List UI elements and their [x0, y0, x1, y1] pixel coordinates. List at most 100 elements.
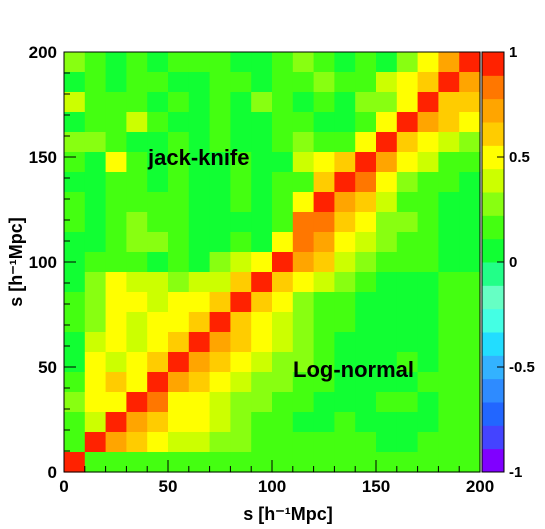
heatmap-cell: [376, 332, 398, 353]
heatmap-cell: [209, 212, 231, 233]
heatmap-cell: [188, 92, 211, 113]
heatmap-cell: [84, 172, 107, 193]
heatmap-cell: [313, 352, 335, 373]
heatmap-cell: [355, 212, 377, 233]
heatmap-cell: [355, 232, 377, 253]
colorbar-segment: [482, 378, 504, 403]
heatmap-cell: [147, 192, 169, 213]
heatmap-cell: [168, 392, 190, 413]
heatmap-cell: [64, 292, 86, 313]
heatmap-cell: [334, 132, 356, 153]
heatmap-cell: [438, 92, 460, 113]
heatmap-cell: [272, 72, 294, 93]
heatmap-cell: [396, 212, 419, 233]
heatmap-cell: [376, 132, 398, 153]
heatmap-cell: [292, 112, 315, 133]
heatmap-cell: [84, 92, 107, 113]
heatmap-cell: [188, 372, 211, 393]
heatmap-cell: [64, 312, 86, 333]
heatmap-cell: [105, 152, 127, 173]
heatmap-cell: [230, 232, 252, 253]
heatmap-cell: [417, 372, 439, 393]
heatmap-cell: [126, 112, 148, 133]
heatmap-cell: [230, 52, 252, 73]
heatmap-cell: [459, 52, 481, 73]
heatmap-cell: [376, 452, 398, 473]
heatmap-cell: [209, 372, 231, 393]
heatmap-cell: [251, 192, 273, 213]
heatmap-cell: [209, 272, 231, 293]
heatmap-cell: [84, 332, 107, 353]
heatmap-cell: [84, 152, 107, 173]
heatmap-cell: [168, 52, 190, 73]
heatmap-cell: [292, 252, 315, 273]
heatmap-cell: [168, 252, 190, 273]
heatmap-cell: [188, 52, 211, 73]
heatmap-cell: [272, 412, 294, 433]
heatmap-cell: [64, 72, 86, 93]
colorbar-segment: [482, 52, 504, 76]
heatmap-cell: [105, 132, 127, 153]
heatmap-cell: [438, 372, 460, 393]
heatmap-cell: [417, 392, 439, 413]
heatmap-cell: [417, 232, 439, 253]
heatmap-cell: [417, 192, 439, 213]
heatmap-cell: [84, 252, 107, 273]
heatmap-cell: [209, 172, 231, 193]
heatmap-cell: [355, 292, 377, 313]
heatmap-cell: [417, 132, 439, 153]
heatmap-cell: [209, 92, 231, 113]
heatmap-cell: [438, 112, 460, 133]
heatmap-cell: [209, 312, 231, 333]
heatmap-cell: [459, 192, 481, 213]
heatmap-cell: [126, 72, 148, 93]
heatmap-cell: [396, 72, 419, 93]
heatmap-cell: [292, 152, 315, 173]
heatmap-cell: [313, 432, 335, 453]
heatmap-cell: [334, 52, 356, 73]
heatmap-cell: [168, 372, 190, 393]
heatmap-cell: [188, 212, 211, 233]
heatmap-cell: [459, 232, 481, 253]
heatmap-cell: [376, 312, 398, 333]
heatmap-cell: [313, 152, 335, 173]
heatmap-cell: [251, 112, 273, 133]
heatmap-cell: [188, 452, 211, 473]
heatmap-cell: [272, 272, 294, 293]
colorbar-segment: [482, 355, 504, 380]
heatmap-cell: [417, 432, 439, 453]
heatmap-cell: [251, 92, 273, 113]
heatmap-cell: [168, 232, 190, 253]
heatmap-cell: [396, 92, 419, 113]
heatmap-cell: [230, 72, 252, 93]
colorbar-tick-label: -0.5: [509, 359, 535, 376]
heatmap-cell: [438, 52, 460, 73]
heatmap-cell: [376, 252, 398, 273]
heatmap-cell: [105, 212, 127, 233]
heatmap-cell: [417, 112, 439, 133]
colorbar-segment: [482, 192, 504, 216]
heatmap-cell: [438, 132, 460, 153]
heatmap-cell: [459, 452, 481, 473]
heatmap-cell: [417, 92, 439, 113]
heatmap-cell: [84, 432, 107, 453]
heatmap-cell: [313, 292, 335, 313]
heatmap-cell: [147, 252, 169, 273]
heatmap-cell: [64, 432, 86, 453]
heatmap-cell: [105, 432, 127, 453]
heatmap-cell: [459, 412, 481, 433]
heatmap-cell: [292, 332, 315, 353]
y-tick-label: 200: [29, 43, 57, 62]
heatmap-cell: [105, 272, 127, 293]
heatmap-cell: [251, 412, 273, 433]
heatmap-cell: [334, 252, 356, 273]
heatmap-cell: [64, 172, 86, 193]
heatmap-cell: [251, 52, 273, 73]
heatmap-cell: [105, 372, 127, 393]
heatmap-cell: [292, 212, 315, 233]
y-tick-label: 100: [29, 253, 57, 272]
heatmap-cell: [251, 212, 273, 233]
heatmap-cell: [209, 252, 231, 273]
heatmap-cell: [168, 212, 190, 233]
colorbar-tick-label: 0: [509, 254, 517, 271]
